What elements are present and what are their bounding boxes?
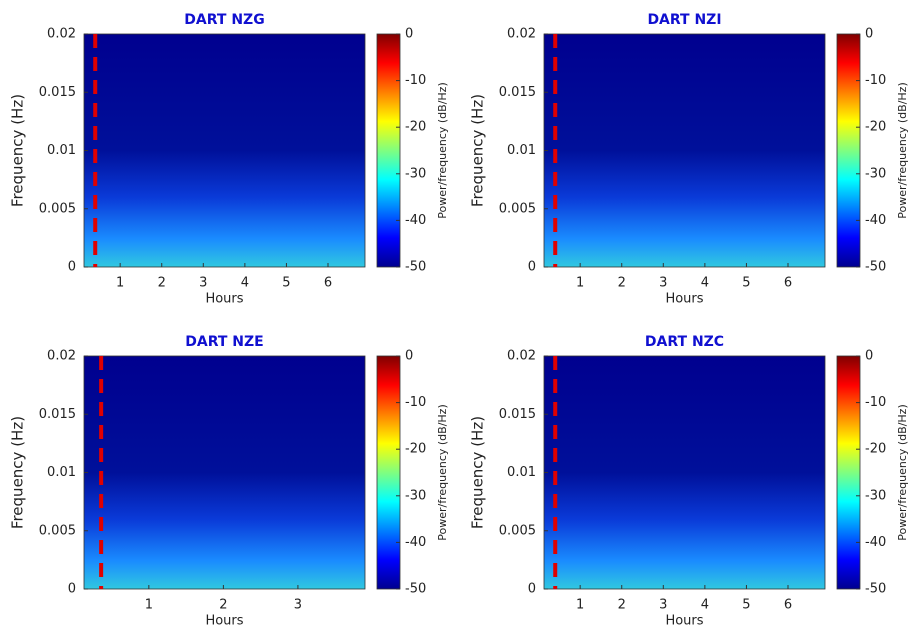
colorbar-tick-label: -50	[405, 260, 426, 275]
chart-title: DART NZC	[645, 334, 724, 350]
y-tick-label: 0.005	[39, 201, 76, 216]
x-tick-label: 1	[145, 598, 153, 613]
colorbar	[376, 33, 401, 268]
y-tick-label: 0.015	[499, 407, 536, 422]
y-tick-label: 0.02	[47, 349, 76, 364]
colorbar-tick-label: -50	[865, 582, 886, 597]
x-tick-label: 2	[219, 598, 227, 613]
spectrogram	[543, 355, 826, 590]
x-axis-label: Hours	[665, 614, 703, 629]
x-tick-label: 2	[618, 276, 626, 291]
y-tick-label: 0.01	[47, 465, 76, 480]
x-tick-label: 4	[701, 276, 709, 291]
x-axis-label: Hours	[205, 614, 243, 629]
y-tick-label: 0	[528, 582, 536, 597]
colorbar-tick-label: -20	[405, 120, 426, 135]
colorbar-tick-label: -40	[865, 535, 886, 550]
spectrogram	[83, 33, 366, 268]
x-tick-label: 6	[324, 276, 332, 291]
y-tick-label: 0.005	[499, 201, 536, 216]
chart-title: DART NZG	[184, 12, 264, 28]
colorbar-tick-label: -30	[405, 166, 426, 181]
chart-title: DART NZE	[185, 334, 263, 350]
y-tick-label: 0	[68, 260, 76, 275]
y-tick-label: 0	[528, 260, 536, 275]
x-tick-label: 5	[742, 276, 750, 291]
y-tick-label: 0.005	[39, 523, 76, 538]
y-tick-label: 0.015	[39, 85, 76, 100]
spectrogram	[83, 355, 366, 590]
y-tick-label: 0.01	[507, 143, 536, 158]
colorbar-tick-label: -10	[405, 395, 426, 410]
y-tick-label: 0.02	[507, 27, 536, 42]
colorbar-label: Power/frequency (dB/Hz)	[436, 404, 449, 541]
chart-title: DART NZI	[647, 12, 721, 28]
x-tick-label: 1	[116, 276, 124, 291]
colorbar-tick-label: -30	[865, 166, 886, 181]
y-tick-label: 0.015	[499, 85, 536, 100]
colorbar	[376, 355, 401, 590]
y-tick-label: 0.02	[507, 349, 536, 364]
x-tick-label: 3	[294, 598, 302, 613]
colorbar-label: Power/frequency (dB/Hz)	[896, 82, 909, 219]
colorbar-tick-label: -30	[405, 488, 426, 503]
colorbar-label: Power/frequency (dB/Hz)	[896, 404, 909, 541]
colorbar-tick-label: -50	[865, 260, 886, 275]
x-axis-label: Hours	[665, 292, 703, 307]
y-axis-label: Frequency (Hz)	[9, 94, 27, 207]
colorbar-tick-label: 0	[405, 27, 413, 42]
x-tick-label: 6	[784, 276, 792, 291]
colorbar-tick-label: -20	[865, 120, 886, 135]
y-axis-label: Frequency (Hz)	[469, 416, 487, 529]
colorbar-tick-label: -40	[405, 213, 426, 228]
spectrogram	[543, 33, 826, 268]
colorbar-tick-label: -20	[865, 442, 886, 457]
y-axis-label: Frequency (Hz)	[469, 94, 487, 207]
colorbar-label: Power/frequency (dB/Hz)	[436, 82, 449, 219]
x-axis-label: Hours	[205, 292, 243, 307]
colorbar-tick-label: -40	[865, 213, 886, 228]
x-tick-label: 6	[784, 598, 792, 613]
x-tick-label: 4	[701, 598, 709, 613]
colorbar-tick-label: 0	[865, 27, 873, 42]
x-tick-label: 1	[576, 276, 584, 291]
x-tick-label: 3	[659, 276, 667, 291]
y-tick-label: 0.015	[39, 407, 76, 422]
colorbar	[836, 355, 861, 590]
x-tick-label: 5	[742, 598, 750, 613]
x-tick-label: 3	[199, 276, 207, 291]
colorbar-tick-label: -50	[405, 582, 426, 597]
colorbar-tick-label: 0	[865, 349, 873, 364]
colorbar-tick-label: -10	[865, 73, 886, 88]
x-tick-label: 1	[576, 598, 584, 613]
colorbar	[836, 33, 861, 268]
y-tick-label: 0.005	[499, 523, 536, 538]
y-tick-label: 0.01	[507, 465, 536, 480]
x-tick-label: 2	[158, 276, 166, 291]
colorbar-tick-label: -40	[405, 535, 426, 550]
colorbar-tick-label: -20	[405, 442, 426, 457]
x-tick-label: 3	[659, 598, 667, 613]
colorbar-tick-label: -10	[865, 395, 886, 410]
x-tick-label: 4	[241, 276, 249, 291]
colorbar-tick-label: -10	[405, 73, 426, 88]
colorbar-tick-label: -30	[865, 488, 886, 503]
y-tick-label: 0.01	[47, 143, 76, 158]
y-tick-label: 0.02	[47, 27, 76, 42]
y-axis-label: Frequency (Hz)	[9, 416, 27, 529]
x-tick-label: 5	[282, 276, 290, 291]
colorbar-tick-label: 0	[405, 349, 413, 364]
y-tick-label: 0	[68, 582, 76, 597]
x-tick-label: 2	[618, 598, 626, 613]
